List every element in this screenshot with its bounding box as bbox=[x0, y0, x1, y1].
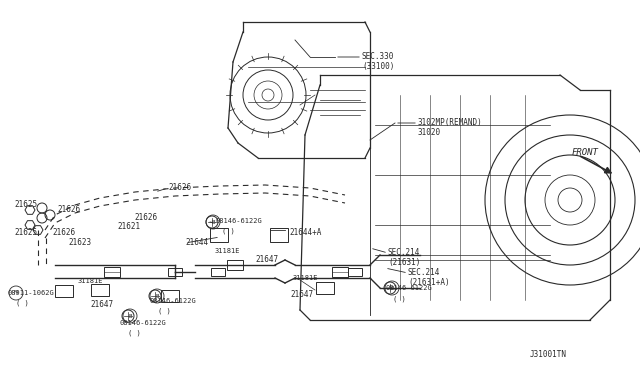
Text: (33100): (33100) bbox=[362, 62, 394, 71]
Text: 21644+A: 21644+A bbox=[289, 228, 321, 237]
Text: 31181E: 31181E bbox=[78, 278, 104, 284]
Text: 08146-6122G: 08146-6122G bbox=[385, 285, 432, 291]
Text: 3102MP(REMAND): 3102MP(REMAND) bbox=[418, 118, 483, 127]
Text: SEC.330: SEC.330 bbox=[362, 52, 394, 61]
Text: 21626: 21626 bbox=[57, 205, 80, 214]
Text: ( ): ( ) bbox=[222, 228, 235, 234]
Bar bbox=[227, 260, 243, 270]
Text: 21625: 21625 bbox=[14, 228, 37, 237]
Bar bbox=[332, 267, 348, 277]
Text: 31181E: 31181E bbox=[215, 248, 241, 254]
Text: 21626: 21626 bbox=[134, 213, 157, 222]
Text: 31181E: 31181E bbox=[293, 275, 319, 281]
Text: 21647: 21647 bbox=[255, 255, 278, 264]
Text: 08911-1062G: 08911-1062G bbox=[8, 290, 55, 296]
Text: ( ): ( ) bbox=[16, 300, 29, 307]
Bar bbox=[210, 228, 228, 242]
Bar bbox=[348, 268, 362, 276]
Text: 21644: 21644 bbox=[185, 238, 208, 247]
Bar bbox=[270, 228, 288, 242]
Bar bbox=[161, 290, 179, 302]
Text: FRONT: FRONT bbox=[572, 148, 599, 157]
Bar bbox=[168, 268, 182, 276]
Text: ( ): ( ) bbox=[393, 295, 406, 301]
Text: (21631+A): (21631+A) bbox=[408, 278, 450, 287]
Text: 21623: 21623 bbox=[68, 238, 91, 247]
Text: J31001TN: J31001TN bbox=[530, 350, 567, 359]
Text: 21625: 21625 bbox=[14, 200, 37, 209]
Text: (21631): (21631) bbox=[388, 258, 420, 267]
Text: 21621: 21621 bbox=[117, 222, 140, 231]
Text: SEC.214: SEC.214 bbox=[408, 268, 440, 277]
Text: 31020: 31020 bbox=[418, 128, 441, 137]
Bar bbox=[316, 282, 334, 294]
Text: B: B bbox=[155, 294, 159, 298]
Text: B: B bbox=[390, 285, 394, 291]
Text: ( ): ( ) bbox=[158, 308, 171, 314]
Bar bbox=[211, 268, 225, 276]
Text: B: B bbox=[211, 219, 215, 224]
Text: 21626: 21626 bbox=[52, 228, 75, 237]
Bar bbox=[55, 285, 73, 297]
Text: 21626: 21626 bbox=[168, 183, 191, 192]
Text: ( ): ( ) bbox=[128, 330, 141, 337]
Text: 08146-6122G: 08146-6122G bbox=[120, 320, 167, 326]
Bar bbox=[91, 284, 109, 296]
Bar bbox=[104, 267, 120, 277]
Text: B: B bbox=[128, 314, 132, 318]
Text: 08146-6122G: 08146-6122G bbox=[215, 218, 262, 224]
Text: 21647: 21647 bbox=[90, 300, 113, 309]
Text: N: N bbox=[14, 291, 18, 295]
Text: SEC.214: SEC.214 bbox=[388, 248, 420, 257]
Text: 21647: 21647 bbox=[290, 290, 313, 299]
Text: 08146-6122G: 08146-6122G bbox=[150, 298, 196, 304]
